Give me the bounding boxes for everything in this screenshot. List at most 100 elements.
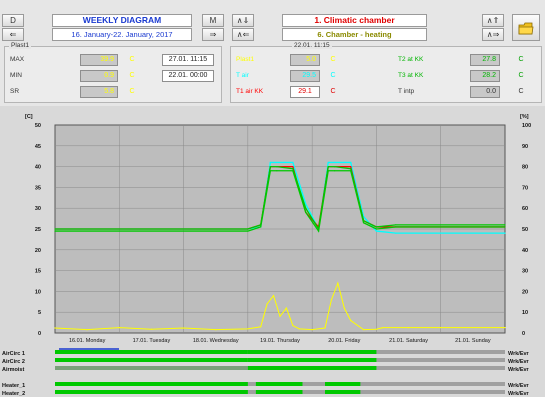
series-point-cyan bbox=[504, 232, 506, 234]
stats-max-value: 39.9 bbox=[80, 54, 118, 66]
series-point-cyan bbox=[269, 161, 271, 164]
current-unit-t3kk: C bbox=[518, 72, 524, 79]
digital-unit: Wrk/Evr bbox=[508, 351, 530, 357]
previous-week-button[interactable]: ⇐ bbox=[2, 28, 24, 41]
current-unit-plast1: C bbox=[330, 56, 336, 63]
digital-unit: Wrk/Evr bbox=[508, 383, 530, 389]
series-point-yellow bbox=[343, 307, 345, 309]
next-program-button[interactable]: ∧⇒ bbox=[482, 28, 504, 41]
digital-on-segment bbox=[55, 366, 248, 370]
series-point-green bbox=[334, 170, 336, 172]
series-point-yellow bbox=[279, 315, 281, 317]
folder-icon[interactable] bbox=[512, 14, 540, 41]
stats-min-time: 22.01. 00:00 bbox=[162, 70, 214, 82]
y-tick-right: 50 bbox=[522, 227, 528, 233]
series-point-green bbox=[305, 211, 307, 213]
series-point-yellow bbox=[150, 328, 153, 330]
date-range: 16. January-22. January, 2017 bbox=[52, 28, 192, 41]
series-point-green bbox=[317, 230, 320, 232]
program-title: 6. Chamber - heating bbox=[282, 28, 427, 41]
stats-sr-unit: C bbox=[129, 88, 135, 95]
y-tick-left: 40 bbox=[35, 165, 41, 171]
y-tick-right: 0 bbox=[522, 331, 525, 337]
series-point-green bbox=[362, 222, 365, 224]
digital-label: Airmoist bbox=[2, 367, 24, 373]
y-tick-right: 40 bbox=[522, 248, 528, 254]
digital-on-segment bbox=[247, 350, 377, 354]
x-tick-label: 21.01. Saturday bbox=[389, 338, 428, 344]
sort-up-button[interactable]: ∧⇑ bbox=[482, 14, 504, 27]
series-point-cyan bbox=[350, 161, 352, 164]
digital-on-segment bbox=[55, 382, 248, 386]
series-point-red bbox=[292, 166, 294, 168]
day-view-button[interactable]: D bbox=[2, 14, 24, 27]
y-tick-right: 80 bbox=[522, 165, 528, 171]
chamber-title: 1. Climatic chamber bbox=[282, 14, 427, 27]
series-point-yellow bbox=[54, 327, 56, 329]
current-label-plast1: Plast1 bbox=[236, 56, 255, 63]
current-label-t3kk: T3 at KK bbox=[398, 72, 424, 79]
series-point-green bbox=[504, 226, 506, 228]
digital-label: Heater_2 bbox=[2, 391, 25, 397]
y-tick-left: 10 bbox=[35, 289, 41, 295]
series-point-yellow bbox=[407, 326, 410, 329]
stats-max-label: MAX bbox=[10, 56, 25, 63]
digital-on-segment bbox=[255, 390, 303, 394]
previous-program-button[interactable]: ∧⇐ bbox=[232, 28, 254, 41]
diagram-title: WEEKLY DIAGRAM bbox=[52, 14, 192, 27]
current-unit-tair: C bbox=[330, 72, 336, 79]
series-point-yellow bbox=[118, 326, 120, 329]
current-label-tintp: T intp bbox=[398, 88, 415, 95]
current-value-t1airkk: 29.1 bbox=[290, 86, 320, 98]
stats-channel-name: Plast1 bbox=[9, 42, 32, 49]
series-point-green bbox=[54, 228, 56, 230]
y-tick-left: 25 bbox=[35, 227, 41, 233]
series-point-green bbox=[276, 166, 278, 168]
series-point-green bbox=[327, 170, 329, 172]
series-point-yellow bbox=[285, 307, 288, 309]
y-tick-right: 70 bbox=[522, 185, 528, 191]
y-tick-left: 20 bbox=[35, 248, 41, 254]
y-tick-right: 100 bbox=[522, 123, 531, 129]
stats-sr-label: SR bbox=[10, 88, 20, 95]
series-point-yellow bbox=[266, 303, 268, 305]
current-value-t2kk: 27.8 bbox=[470, 54, 500, 66]
current-label-tair: T air bbox=[236, 72, 249, 79]
y-tick-left: 0 bbox=[38, 331, 41, 337]
y-axis-label-left: [C] bbox=[25, 114, 33, 120]
series-point-yellow bbox=[215, 329, 217, 331]
current-label-t1airkk: T1 air KK bbox=[236, 88, 264, 95]
digital-on-segment bbox=[55, 358, 248, 362]
series-point-green bbox=[504, 224, 506, 226]
series-point-yellow bbox=[272, 294, 275, 297]
series-point-cyan bbox=[305, 203, 307, 205]
series-point-green bbox=[292, 170, 294, 172]
y-tick-right: 30 bbox=[522, 269, 528, 275]
series-point-yellow bbox=[324, 327, 326, 329]
y-axis-label-right: [%] bbox=[520, 114, 529, 120]
series-point-yellow bbox=[247, 328, 249, 330]
series-point-green bbox=[269, 170, 271, 172]
digital-on-segment bbox=[247, 358, 377, 362]
series-point-yellow bbox=[362, 329, 365, 331]
month-view-button[interactable]: M bbox=[202, 14, 224, 27]
series-point-green bbox=[305, 207, 307, 209]
digital-on-segment bbox=[55, 350, 248, 354]
x-tick-label: 18.01. Wednesday bbox=[193, 338, 239, 344]
series-point-yellow bbox=[260, 326, 262, 328]
series-point-cyan bbox=[276, 161, 278, 164]
digital-unit: Wrk/Evr bbox=[508, 367, 530, 373]
sort-down-button[interactable]: ∧⇓ bbox=[232, 14, 254, 27]
digital-on-segment bbox=[247, 366, 377, 370]
series-point-green bbox=[247, 230, 249, 232]
series-point-yellow bbox=[382, 326, 384, 329]
y-tick-right: 10 bbox=[522, 310, 528, 316]
stats-sr-value: 5.8 bbox=[80, 86, 118, 98]
current-value-tair: 29.5 bbox=[290, 70, 320, 82]
series-point-green bbox=[350, 168, 352, 170]
next-week-button[interactable]: ⇒ bbox=[202, 28, 224, 41]
series-point-green bbox=[327, 166, 329, 168]
series-point-yellow bbox=[337, 282, 339, 284]
series-point-yellow bbox=[504, 326, 506, 329]
